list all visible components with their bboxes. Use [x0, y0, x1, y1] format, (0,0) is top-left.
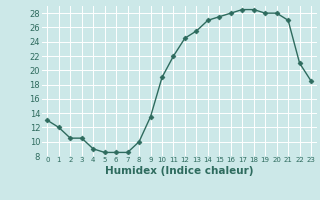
X-axis label: Humidex (Indice chaleur): Humidex (Indice chaleur): [105, 166, 253, 176]
